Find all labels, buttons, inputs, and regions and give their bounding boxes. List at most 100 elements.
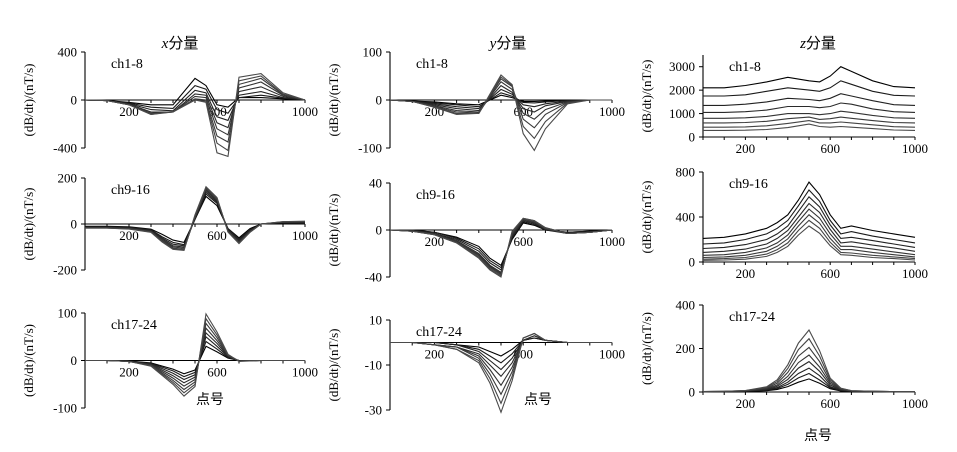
x-tick-label: 600	[820, 396, 840, 411]
y-axis-label: (dB/dt)/(nT/s)	[639, 312, 654, 385]
panel-label: ch9-16	[729, 177, 768, 192]
x-tick-label: 1000	[902, 141, 928, 156]
y-tick-label: 40	[369, 176, 382, 191]
series-line-1	[703, 66, 916, 89]
series-line-4	[702, 202, 916, 253]
y-axis-label: (dB/dt)/(nT/s)	[21, 188, 36, 261]
y-tick-label: -200	[53, 263, 77, 278]
series-line-2	[703, 372, 915, 393]
series-line-5	[702, 208, 916, 256]
series-line-2	[702, 189, 916, 245]
series-line-2	[390, 337, 612, 364]
panel-z-ch1-8: 3000 2000 1000 0 200 600 1000 ch1-8 (dB/dt)/(nT/…	[639, 55, 928, 156]
y-tick-label: 100	[363, 45, 383, 60]
series-line-5	[703, 110, 916, 119]
series-line-8	[702, 328, 915, 393]
column-title-x: x分量	[161, 34, 199, 52]
x-tick-label: 600	[820, 141, 840, 156]
x-tick-label: 600	[207, 365, 227, 380]
panel-label: ch1-8	[111, 57, 143, 72]
y-tick-label: 0	[71, 93, 78, 108]
series-line-7	[703, 120, 916, 128]
panel-y-ch9-16: 40 0 -40 200 600 1000 ch9-16 (dB/dt)/(nT/s)	[326, 176, 625, 285]
x-tick-label: 200	[425, 234, 445, 249]
y-tick-label: 400	[58, 45, 78, 60]
y-tick-label: 1000	[669, 106, 695, 121]
y-tick-label: 200	[676, 341, 696, 356]
series-line-6	[84, 77, 306, 143]
series-line-1	[703, 378, 915, 393]
series-line-2	[85, 340, 305, 378]
y-tick-label: 0	[71, 353, 78, 368]
series-line-6	[702, 346, 915, 393]
x-tick-label: 200	[736, 141, 756, 156]
column-title-y: y分量	[488, 34, 527, 52]
y-tick-label: 800	[676, 165, 696, 180]
x-tick-label: 200	[736, 266, 756, 281]
x-tick-label: 1000	[902, 396, 928, 411]
series-line-3	[703, 93, 916, 106]
series-line-5	[85, 327, 305, 387]
series-line-3	[703, 367, 915, 393]
y-tick-label: -10	[365, 358, 382, 373]
series-line-6	[85, 322, 305, 391]
x-tick-label: 200	[425, 347, 445, 362]
x-tick-label: 200	[119, 104, 139, 119]
x-tick-label: 600	[820, 266, 840, 281]
column-title-z: z分量	[799, 34, 836, 52]
y-tick-label: -400	[53, 141, 77, 156]
x-tick-label: 200	[736, 396, 756, 411]
x-tick-label: 200	[119, 228, 139, 243]
series-line-2	[390, 221, 613, 269]
x-tick-label: 1000	[599, 234, 625, 249]
series-line-8	[85, 185, 306, 251]
panel-x-ch9-16: 200 0 -200 200 600 1000 ch9-16 (dB/dt)/(nT/s)	[21, 171, 318, 278]
y-axis-label: (dB/dt)/(nT/s)	[21, 324, 36, 397]
series-line-1	[702, 181, 916, 239]
series-line-7	[702, 219, 916, 260]
x-axis-label-col3: 点号	[804, 428, 832, 444]
y-tick-label: 100	[58, 306, 78, 321]
y-axis-label: (dB/dt)/(nT/s)	[639, 181, 654, 254]
y-axis-label: (dB/dt)/(nT/s)	[21, 64, 36, 137]
y-tick-label: 0	[376, 93, 383, 108]
y-tick-label: 400	[676, 298, 696, 313]
x-tick-label: 1000	[599, 347, 625, 362]
series-line-7	[702, 337, 915, 393]
x-axis-label-col1: 点号	[196, 392, 224, 408]
series-line-8	[84, 73, 306, 158]
x-tick-label: 1000	[599, 104, 625, 119]
series-line-1	[390, 337, 612, 357]
y-axis-label: (dB/dt)/(nT/s)	[326, 329, 341, 402]
series-line-1	[84, 77, 306, 108]
panel-label: ch17-24	[729, 310, 775, 325]
panel-label: ch17-24	[416, 325, 462, 340]
series-line-2	[84, 84, 306, 114]
y-tick-label: -100	[53, 401, 77, 416]
y-tick-label: 3000	[669, 59, 695, 74]
x-tick-label: 600	[207, 228, 227, 243]
y-tick-label: 10	[369, 313, 382, 328]
panel-label: ch1-8	[729, 60, 761, 75]
series-line-8	[702, 225, 916, 261]
series-line-4	[703, 360, 915, 393]
x-tick-label: 1000	[292, 365, 318, 380]
series-line-1	[390, 222, 613, 267]
y-tick-label: 0	[689, 255, 696, 270]
series-line-8	[703, 123, 916, 131]
y-tick-label: 2000	[669, 83, 695, 98]
x-tick-label: 200	[119, 365, 139, 380]
x-axis-label-col2: 点号	[524, 392, 552, 408]
x-tick-label: 1000	[292, 228, 318, 243]
series-line-3	[85, 335, 305, 381]
panel-z-ch9-16: 800 400 0 200 600 1000 ch9-16 (dB/dt)/(nT/s)	[639, 165, 928, 282]
y-tick-label: 0	[689, 130, 696, 145]
y-axis-label: (dB/dt)/(nT/s)	[326, 194, 341, 267]
y-tick-label: 0	[71, 217, 78, 232]
panel-label: ch17-24	[111, 318, 157, 333]
y-tick-label: 200	[58, 171, 78, 186]
x-tick-label: 1000	[292, 104, 318, 119]
